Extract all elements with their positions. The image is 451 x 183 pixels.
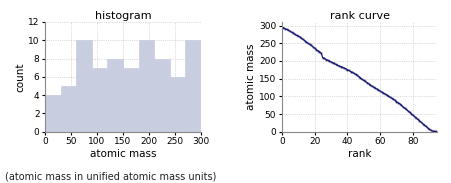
X-axis label: rank: rank — [348, 149, 371, 159]
Bar — [123, 68, 138, 132]
Title: rank curve: rank curve — [330, 11, 390, 21]
Bar — [185, 40, 201, 132]
Bar — [138, 40, 154, 132]
Y-axis label: count: count — [15, 62, 25, 92]
Bar — [107, 59, 123, 132]
Bar — [76, 40, 92, 132]
Bar — [45, 95, 61, 132]
Bar — [170, 77, 185, 132]
Y-axis label: atomic mass: atomic mass — [246, 44, 256, 110]
Bar — [154, 59, 170, 132]
X-axis label: atomic mass: atomic mass — [90, 149, 156, 159]
Bar — [61, 86, 76, 132]
Bar — [92, 68, 107, 132]
Title: histogram: histogram — [95, 11, 151, 21]
Text: (atomic mass in unified atomic mass units): (atomic mass in unified atomic mass unit… — [5, 171, 216, 181]
